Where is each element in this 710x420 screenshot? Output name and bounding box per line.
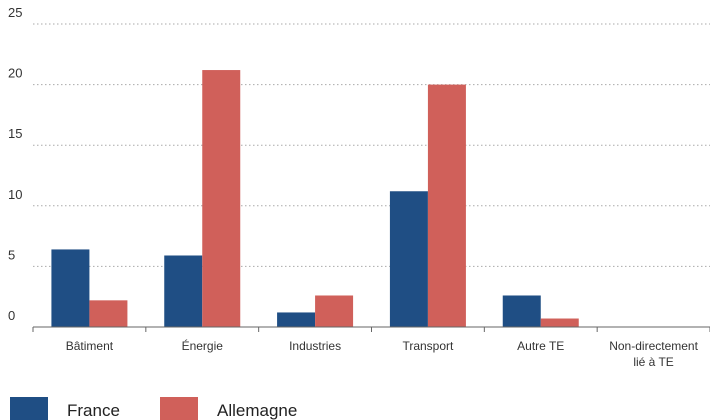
- y-tick-label: 20: [8, 66, 22, 81]
- bar-allemagne-4: [540, 318, 579, 327]
- legend-swatch-allemagne: [160, 397, 198, 420]
- bar-allemagne-2: [315, 295, 354, 327]
- bar-france-4: [502, 295, 541, 327]
- y-tick-label: 15: [8, 126, 22, 141]
- legend: France Allemagne: [10, 397, 297, 420]
- bars: [51, 70, 579, 327]
- legend-label-allemagne: Allemagne: [217, 401, 297, 420]
- y-tick-label: 0: [8, 308, 15, 323]
- category-label: Transport: [402, 339, 454, 353]
- y-tick-label: 5: [8, 247, 15, 262]
- category-label: Autre TE: [517, 339, 564, 353]
- bar-france-2: [277, 312, 316, 327]
- y-tick-label: 10: [8, 187, 22, 202]
- y-axis-ticks: 0 5 10 15 20 25: [8, 5, 22, 323]
- bar-allemagne-3: [427, 84, 466, 327]
- bar-allemagne-0: [89, 300, 128, 327]
- legend-label-france: France: [67, 401, 120, 420]
- bar-france-0: [51, 249, 90, 327]
- category-label: Industries: [289, 339, 341, 353]
- category-label: Énergie: [182, 338, 224, 353]
- bar-france-3: [389, 191, 428, 327]
- category-label: Non-directement lié à TE: [609, 339, 698, 369]
- y-tick-label: 25: [8, 5, 22, 20]
- bar-allemagne-1: [202, 70, 241, 327]
- gridlines: [33, 23, 710, 267]
- legend-swatch-france: [10, 397, 48, 420]
- bar-france-1: [164, 255, 203, 327]
- category-label: Bâtiment: [66, 339, 114, 353]
- x-axis: Bâtiment Énergie Industries Transport Autre …: [32, 326, 710, 369]
